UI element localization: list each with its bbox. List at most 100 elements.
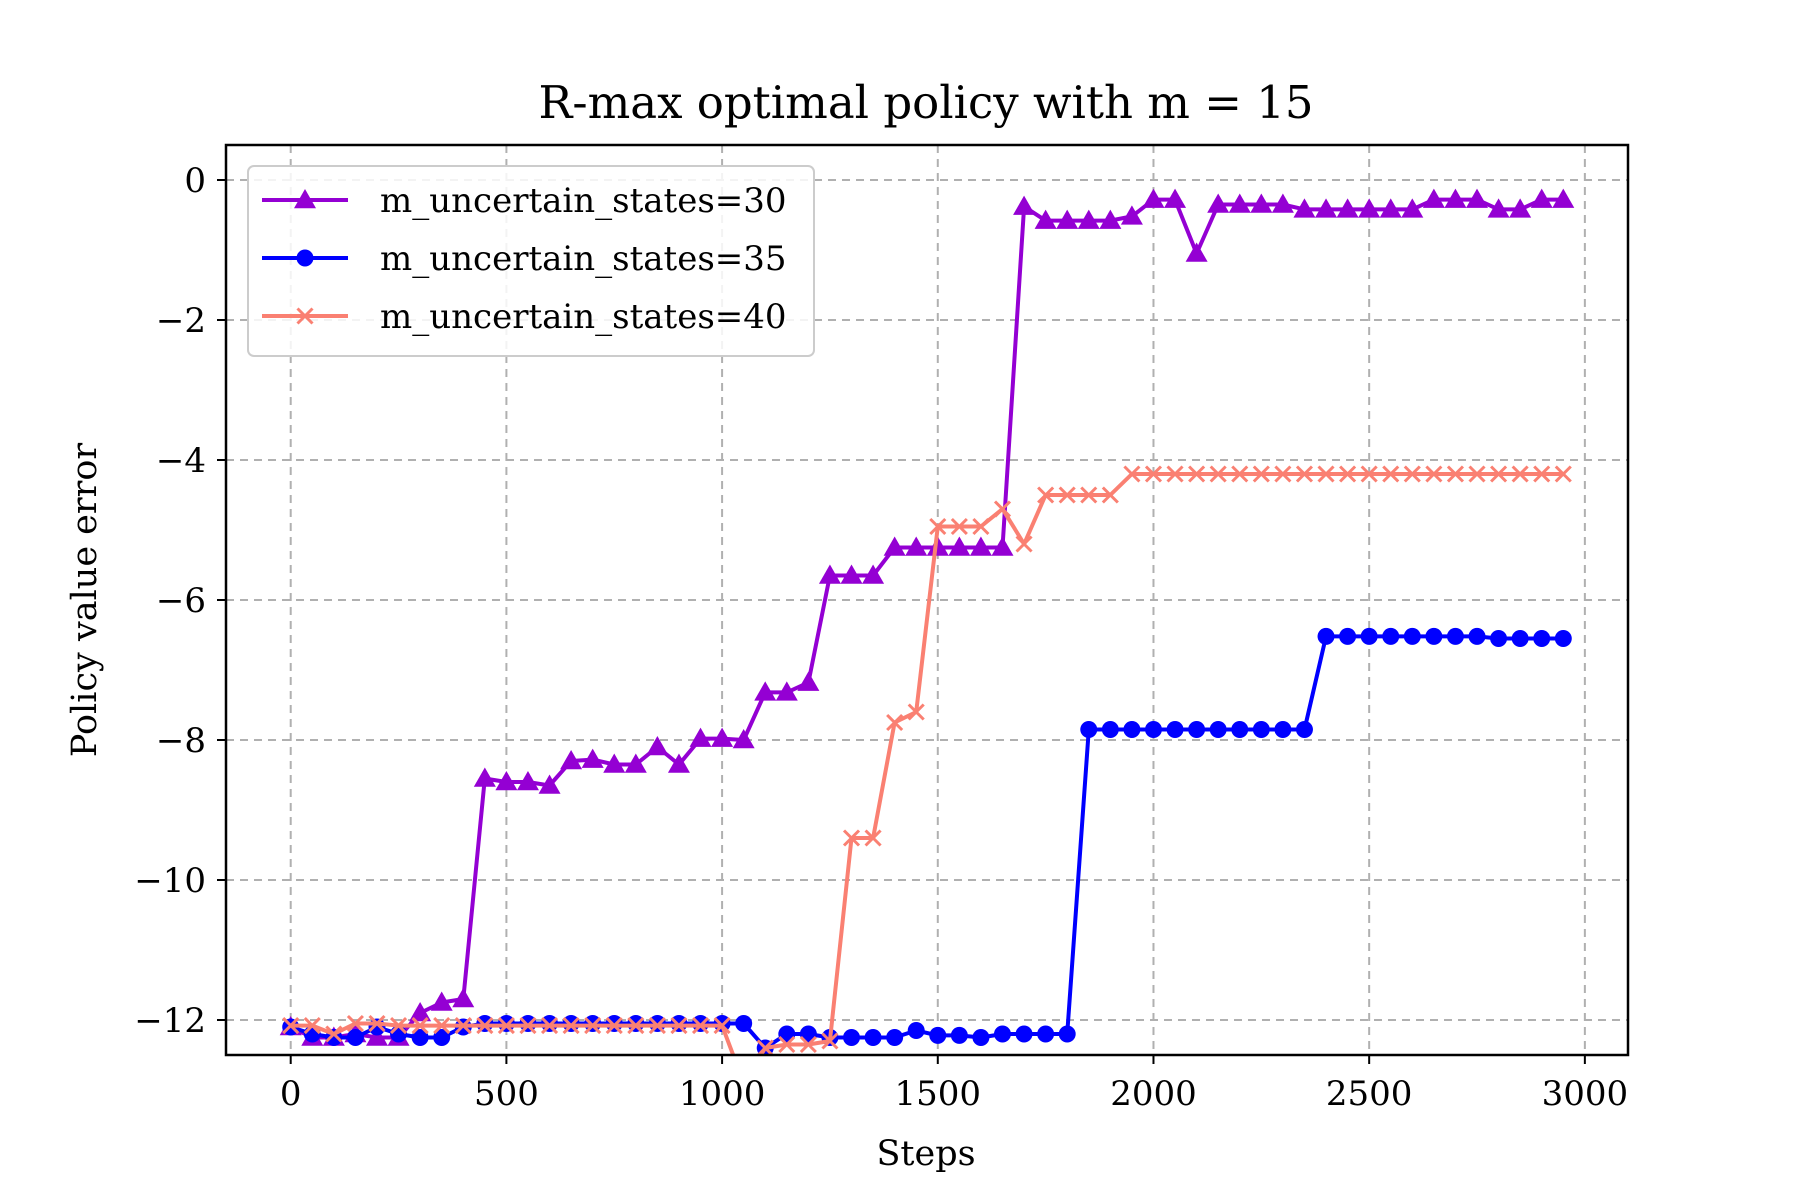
- data-point: [1123, 465, 1141, 483]
- data-point: [1446, 465, 1465, 483]
- data-point: [581, 748, 604, 768]
- data-point: [843, 1029, 861, 1046]
- data-point: [797, 671, 820, 691]
- data-point: [1013, 195, 1036, 215]
- data-point: [368, 1014, 386, 1033]
- data-point: [691, 1017, 710, 1035]
- data-point: [1490, 630, 1508, 647]
- data-point: [993, 500, 1012, 518]
- data-point: [756, 1039, 774, 1055]
- data-point: [495, 771, 518, 791]
- data-point: [950, 517, 968, 536]
- data-point: [1101, 486, 1119, 504]
- data-point: [1530, 188, 1553, 208]
- data-point: [950, 1026, 968, 1044]
- data-point: [1382, 465, 1400, 483]
- data-point: [821, 1032, 839, 1050]
- data-point: [929, 1026, 947, 1044]
- data-point: [1123, 721, 1141, 738]
- series-line-3: [290, 472, 1564, 1055]
- legend-label: m_uncertain_states=30: [380, 181, 787, 221]
- data-point: [1099, 209, 1122, 229]
- data-point: [452, 988, 475, 1008]
- data-point: [732, 729, 755, 749]
- y-tick-label: −10: [134, 861, 206, 901]
- legend-box: [247, 165, 815, 357]
- data-point: [1144, 465, 1163, 483]
- data-point: [929, 517, 947, 536]
- legend-label: m_uncertain_states=40: [380, 297, 787, 337]
- data-point: [1231, 465, 1249, 483]
- x-tick-label: 1000: [679, 1074, 766, 1114]
- data-point: [711, 727, 734, 747]
- data-point: [1207, 193, 1230, 213]
- data-point: [540, 1017, 559, 1035]
- data-point: [842, 829, 861, 847]
- data-point: [1490, 465, 1508, 483]
- data-point: [1317, 465, 1335, 483]
- y-axis-label: Policy value error: [65, 443, 105, 758]
- data-point: [1250, 193, 1273, 213]
- data-point: [1185, 242, 1208, 262]
- data-point: [1554, 630, 1572, 647]
- data-point: [1317, 627, 1335, 645]
- y-tick-label: −12: [134, 1001, 206, 1041]
- data-point: [1228, 193, 1251, 213]
- data-point: [670, 1017, 688, 1035]
- y-tick-label: −2: [156, 301, 206, 341]
- data-point: [1034, 209, 1057, 229]
- data-point: [1080, 721, 1098, 738]
- data-point: [1552, 188, 1575, 208]
- x-axis-label: Steps: [876, 1134, 975, 1174]
- data-point: [1058, 486, 1076, 504]
- data-point: [905, 536, 928, 556]
- data-point: [886, 1029, 904, 1046]
- data-point: [689, 727, 712, 747]
- data-point: [538, 774, 561, 794]
- data-point: [993, 1025, 1011, 1043]
- data-point: [605, 1017, 623, 1035]
- data-point: [1425, 627, 1443, 645]
- data-point: [473, 767, 496, 787]
- data-point: [1403, 465, 1421, 483]
- y-tick-label: −8: [156, 721, 206, 761]
- data-point: [1274, 721, 1292, 738]
- y-tick-label: 0: [184, 161, 206, 201]
- data-point: [411, 1029, 429, 1046]
- x-tick-label: 500: [474, 1074, 539, 1114]
- data-point: [1339, 627, 1357, 645]
- data-point: [972, 517, 990, 536]
- data-point: [1511, 465, 1529, 483]
- data-point: [1360, 627, 1378, 645]
- data-point: [346, 1014, 364, 1033]
- data-point: [775, 681, 798, 701]
- data-point: [1015, 535, 1033, 553]
- series-line-2: [290, 634, 1564, 1050]
- data-point: [907, 703, 925, 721]
- data-point: [1037, 1025, 1055, 1043]
- data-point: [1295, 721, 1313, 738]
- data-point: [969, 536, 992, 556]
- data-point: [1142, 188, 1165, 208]
- data-point: [516, 771, 539, 791]
- series-2: [282, 627, 1572, 1055]
- data-point: [1533, 465, 1551, 483]
- data-point: [1231, 721, 1249, 738]
- data-point: [562, 1017, 580, 1035]
- data-point: [1422, 188, 1445, 208]
- data-point: [1444, 188, 1467, 208]
- grid: [226, 145, 1628, 1055]
- data-point: [1101, 721, 1119, 738]
- data-point: [430, 991, 453, 1011]
- data-point: [1382, 627, 1400, 645]
- data-point: [648, 1017, 666, 1035]
- data-point: [1166, 721, 1184, 738]
- data-point: [282, 1017, 300, 1035]
- y-tick-label: −6: [156, 581, 206, 621]
- chart-title: R-max optimal policy with m = 15: [539, 76, 1314, 129]
- data-point: [1120, 205, 1143, 225]
- legend: m_uncertain_states=30 m_uncertain_states=…: [247, 165, 815, 357]
- x-tick-label: 3000: [1542, 1074, 1629, 1114]
- data-point: [325, 1025, 343, 1043]
